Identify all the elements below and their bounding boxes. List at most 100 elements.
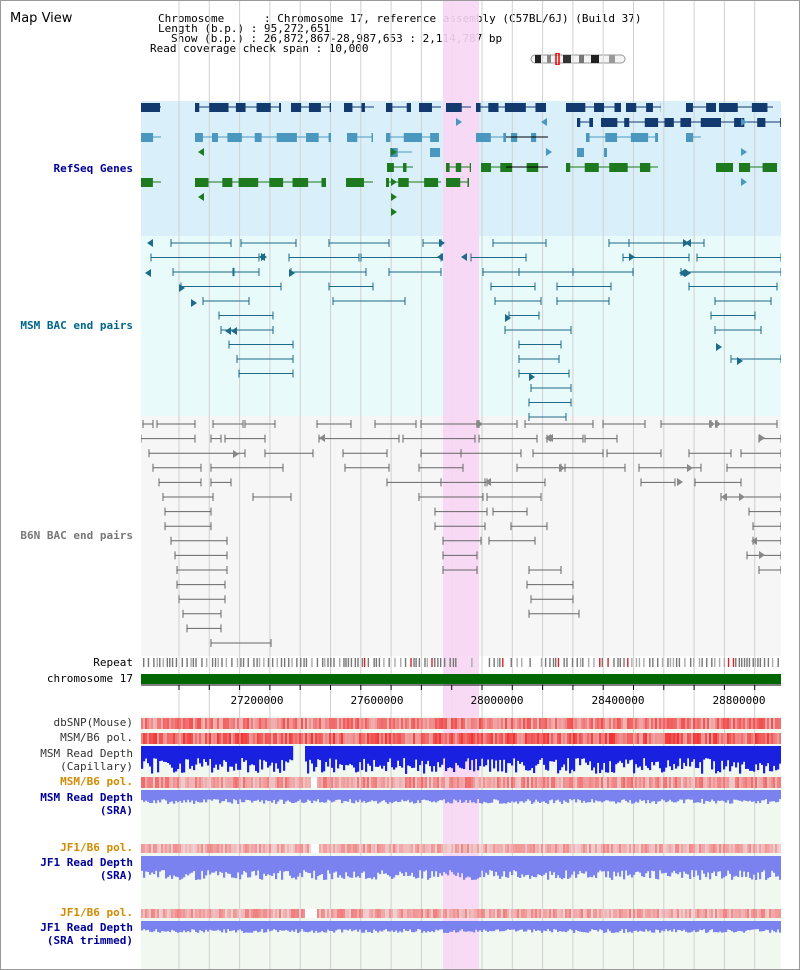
msm-pol1-cell (361, 733, 364, 744)
msm-pol1-cell (543, 733, 546, 744)
msm-depth-sra-bar (349, 790, 352, 800)
jf1-pol2-cell (743, 909, 746, 918)
msm-depth-sra-bar (239, 790, 242, 800)
msm-pol1-cell (399, 733, 402, 744)
jf1-pol2-cell (201, 909, 204, 918)
jf1-depth-sra-bar (633, 856, 636, 875)
jf1-pol2-cell (223, 909, 226, 918)
msm-pol2-cell (277, 777, 280, 788)
dbsnp-cell (323, 718, 326, 729)
jf1-pol2-cell (179, 909, 182, 918)
msm-bac-track[interactable] (145, 239, 781, 421)
dbsnp-cell (525, 718, 528, 729)
jf1-pol1-cell (357, 844, 360, 853)
jf1-depth-sra-bar (711, 856, 714, 874)
msm-pol1-cell (365, 733, 368, 744)
jf1-depth-trim-bar (771, 921, 774, 930)
jf1-depth-trim-bar (411, 921, 414, 933)
jf1-pol1-cell (721, 844, 724, 853)
msm-pol1-cell (473, 733, 476, 744)
jf1-pol1-cell (297, 844, 300, 853)
dbsnp-cell (691, 718, 694, 729)
repeat-element (672, 658, 675, 667)
jf1-depth-sra-bar (147, 856, 150, 872)
jf1-depth-sra-bar (471, 856, 474, 880)
refseq-gene-green-exon (584, 163, 599, 172)
jf1-depth-trim-bar (199, 921, 202, 931)
msm-pol2-cell (237, 777, 240, 788)
msm-depth-sra-bar (495, 790, 498, 800)
msm-depth-capillary-bar (417, 746, 420, 772)
dbsnp-cell (573, 718, 576, 729)
msm-depth-capillary-bar (693, 746, 696, 760)
dbsnp-cell (651, 718, 654, 729)
msm-pol2-cell (519, 777, 522, 788)
msm-depth-capillary-bar (265, 746, 268, 762)
jf1-depth-sra-bar (407, 856, 410, 876)
msm-depth-sra-bar (747, 790, 750, 802)
msm-pol1-cell (617, 733, 620, 744)
msm-depth-sra-bar (201, 790, 204, 803)
msm-pol2-cell (193, 777, 196, 788)
dbsnp-cell (551, 718, 554, 729)
dbsnp-cell (369, 718, 372, 729)
msm-pol2-cell (733, 777, 736, 788)
jf1-depth-sra-bar (225, 856, 228, 873)
msm-depth-sra-bar (607, 790, 610, 801)
msm-depth-capillary-bar (529, 746, 532, 771)
msm-pol2-cell (769, 777, 772, 788)
msm-pol2-cell (759, 777, 762, 788)
jf1-pol1-cell (141, 844, 144, 853)
msm-pol1-cell (229, 733, 232, 744)
jf1-depth-sra-bar (403, 856, 406, 877)
msm-depth-capillary-bar (307, 746, 310, 774)
jf1-depth-trim-bar (579, 921, 582, 932)
msm-pol1-cell (779, 733, 781, 744)
msm-pol2-cell (361, 777, 364, 788)
jf1-pol1-cell (767, 844, 770, 853)
msm-depth-capillary-bar (685, 746, 688, 767)
jf1-depth-trim-bar (547, 921, 550, 930)
jf1-pol2-cell (355, 909, 358, 918)
b6n-bac-track[interactable] (141, 420, 781, 647)
selected-region-highlight[interactable] (443, 1, 479, 970)
jf1-pol1-cell (521, 844, 524, 853)
jf1-depth-sra-bar (267, 856, 270, 875)
jf1-pol2-cell (691, 909, 694, 918)
msm-pol1-cell (177, 733, 180, 744)
msm-pol1-cell (771, 733, 774, 744)
jf1-depth-sra-bar (697, 856, 700, 876)
msm-depth-sra-bar (499, 790, 502, 804)
dbsnp-cell (183, 718, 186, 729)
jf1-depth-trim-bar (737, 921, 740, 931)
msm-pol1-cell (239, 733, 242, 744)
b6n-bac-label[interactable]: B6N BAC end pairs (20, 529, 133, 542)
jf1-pol1-cell (667, 844, 670, 853)
refseq-genes-label[interactable]: RefSeq Genes (53, 162, 133, 175)
msm-depth-sra-bar (443, 790, 446, 800)
jf1-depth-trim-bar (363, 921, 366, 933)
refseq-genes-track[interactable] (141, 103, 781, 216)
jf1-depth-sra-bar (353, 856, 356, 872)
jf1-pol2-cell (423, 909, 426, 918)
msm-bac-label[interactable]: MSM BAC end pairs (20, 319, 133, 332)
msm-depth-capillary-bar (439, 746, 442, 768)
repeat-element (211, 658, 214, 667)
dbsnp-cell (619, 718, 622, 729)
jf1-pol2-cell (273, 909, 276, 918)
jf1-depth-trim-bar (279, 921, 282, 931)
msm-depth-capillary-bar (351, 746, 354, 766)
dbsnp-cell (663, 718, 666, 729)
msm-pol2-cell (261, 777, 264, 788)
jf1-depth-sra-bar (301, 856, 304, 878)
jf1-depth-sra-bar (251, 856, 254, 872)
jf1-depth-sra-bar (369, 856, 372, 878)
genome-browser-view[interactable]: 27200000 27600000 28000000 28400000 28800000 (141, 1, 781, 970)
jf1-depth-sra-bar (597, 856, 600, 873)
msm-depth-capillary-bar (667, 746, 670, 761)
msm-pol1-cell (487, 733, 490, 744)
jf1-depth-trim-bar (551, 921, 554, 933)
jf1-depth-trim-bar (253, 921, 256, 932)
chromosome-ideogram[interactable] (529, 53, 629, 65)
jf1-depth-trim-bar (567, 921, 570, 931)
